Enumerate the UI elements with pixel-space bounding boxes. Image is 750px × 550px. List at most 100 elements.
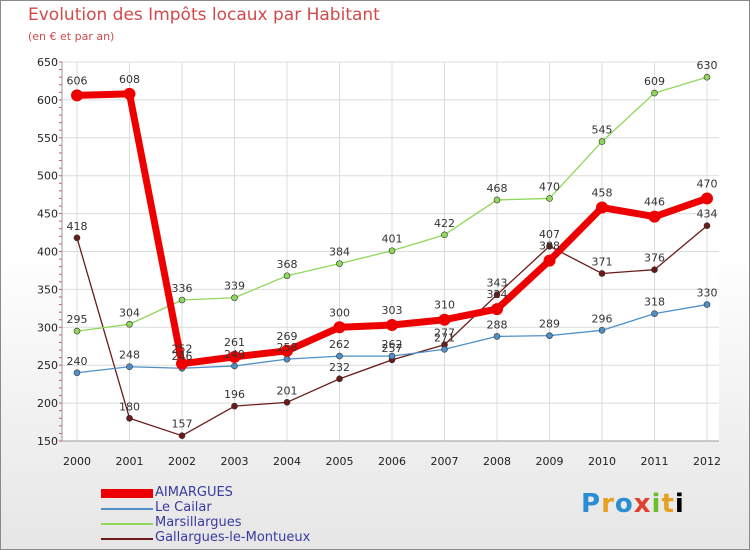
data-point [438,313,451,326]
y-tick-label: 650 [37,56,58,69]
data-point [598,138,606,145]
data-point [123,87,136,100]
data-label: 470 [697,177,718,190]
y-tick-label: 400 [37,246,58,259]
data-label: 240 [67,355,88,368]
data-label: 262 [329,338,350,351]
x-tick-label: 2001 [116,455,144,468]
data-point [336,260,343,267]
x-tick-label: 2011 [641,455,669,468]
legend-label: Gallargues-le-Montueux [155,530,311,545]
data-label: 422 [434,217,455,230]
data-point [73,234,81,242]
data-point [703,73,711,81]
data-label: 196 [224,388,245,401]
data-label: 339 [224,280,245,293]
data-label: 388 [539,240,560,253]
legend-label: Marsillargues [155,515,242,530]
data-point [283,399,291,406]
x-tick-label: 2000 [63,455,91,468]
data-point [546,242,553,250]
data-point [176,357,188,370]
data-label: 368 [277,258,298,271]
chart-subtitle: (en € et par an) [28,30,115,43]
data-label: 318 [644,296,665,309]
data-label: 330 [697,287,718,300]
data-point [178,296,186,304]
data-point [493,333,501,340]
legend-swatch [101,508,153,510]
x-tick-label: 2004 [273,455,301,468]
data-point [598,270,606,277]
data-point [126,414,133,422]
data-point [546,332,553,339]
data-label: 249 [224,348,245,361]
data-point [701,192,713,205]
data-point [388,352,396,360]
data-point [648,210,661,223]
data-label: 401 [382,233,403,246]
data-point [543,254,556,267]
data-label: 458 [592,187,613,200]
data-label: 180 [119,400,140,413]
data-point [651,266,658,273]
data-point [178,432,186,439]
data-label: 295 [67,313,88,326]
data-label: 296 [592,312,613,325]
data-label: 157 [172,418,193,431]
data-label: 288 [487,318,508,331]
data-label: 608 [119,73,140,86]
x-tick-label: 2009 [536,455,564,468]
y-tick-label: 450 [37,208,58,221]
data-point [703,301,711,308]
data-label: 470 [539,180,560,193]
data-label: 384 [329,246,350,259]
data-point [386,319,398,332]
data-label: 304 [119,306,140,319]
data-point [73,369,81,377]
data-point [336,375,343,383]
data-point [493,196,501,204]
data-label: 310 [434,299,455,312]
y-tick-label: 350 [37,283,58,296]
data-point [231,362,238,370]
data-point [491,303,503,316]
x-tick-label: 2012 [693,455,721,468]
legend-label: AIMARGUES [155,485,233,500]
data-label: 300 [329,306,350,319]
data-label: 343 [487,277,508,290]
data-label: 303 [382,304,403,317]
data-label: 418 [67,220,88,233]
data-point [126,320,133,328]
proxiti-logo: Proxiti [581,489,685,519]
legend-swatch [101,489,153,498]
data-label: 446 [644,196,665,209]
x-tick-label: 2002 [168,455,196,468]
data-point [703,222,711,230]
x-tick-label: 2007 [431,455,459,468]
data-point [333,321,346,334]
legend-label: Le Cailar [155,500,212,515]
data-point [388,247,396,255]
data-label: 609 [644,75,665,88]
data-label: 269 [277,330,298,343]
x-tick-label: 2006 [378,455,406,468]
data-label: 277 [434,327,455,340]
data-point [336,352,343,360]
data-point [651,310,658,317]
data-label: 324 [487,288,508,301]
data-point [73,327,81,335]
data-point [126,363,133,371]
data-label: 248 [119,349,140,362]
y-tick-label: 300 [37,321,58,334]
data-point [71,89,83,102]
x-tick-label: 2003 [221,455,249,468]
data-point [283,272,291,280]
data-label: 468 [487,182,508,195]
data-label: 376 [644,252,665,265]
x-tick-label: 2008 [483,455,511,468]
data-label: 261 [224,336,245,349]
data-label: 545 [592,124,613,137]
